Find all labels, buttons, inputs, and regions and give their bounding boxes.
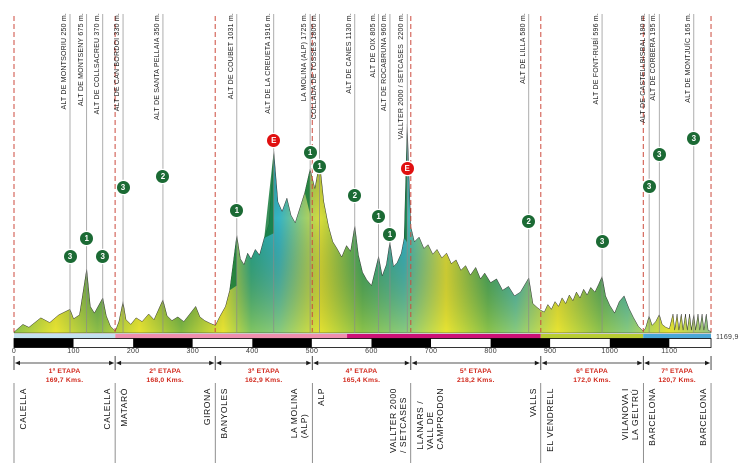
summit-label: ALT DE COUBET 1031 m. <box>227 13 235 100</box>
axis-tick-label: 100 <box>67 348 80 355</box>
stage-start-city: LLANARS / VALL DE CAMPRODON <box>414 388 445 450</box>
stage-distance: 120,7 Kms. <box>658 376 696 384</box>
axis-tick-label: 900 <box>543 348 557 355</box>
climb-category-badge: 3 <box>642 179 656 193</box>
stage-name: 4ª ETAPA <box>345 368 378 375</box>
stage-name: 7ª ETAPA <box>661 368 694 375</box>
stage-label: 7ª ETAPA 120,7 Kms. <box>632 368 722 385</box>
stage-start-city: CALELLA <box>18 388 28 430</box>
climb-category-badge-especial: E <box>400 161 414 175</box>
stage-distance: 165,4 Kms. <box>342 376 381 384</box>
summit-label: ALT DE MONTJUÏC 165 m. <box>684 13 692 103</box>
climb-category-badge: 3 <box>96 249 110 263</box>
summit-label: ALT DE CORBERA 195 m. <box>650 13 658 101</box>
climb-category-badge: 3 <box>652 147 666 161</box>
stage-end-city: VALLTER 2000 / SETCASES <box>387 388 408 454</box>
summit-label: ALT DE OIX 805 m. <box>369 13 377 78</box>
summit-label: COLLADA DE TOSSES 1800 m. <box>310 13 318 120</box>
summit-label: ALT DE CAN BORDOI 330 m. <box>114 13 122 112</box>
axis-tick-label: 500 <box>305 348 319 355</box>
stage-label: 6ª ETAPA 172,0 Kms. <box>547 368 637 385</box>
climb-category-badge: 3 <box>687 131 701 145</box>
climb-category-badge: 1 <box>80 231 94 245</box>
climb-category-badge: 2 <box>156 169 170 183</box>
km-scale-bar <box>13 338 712 348</box>
stage-name: 1ª ETAPA <box>48 368 81 375</box>
stage-label: 5ª ETAPA 218,2 Kms. <box>431 368 521 385</box>
climb-category-badge: 3 <box>63 249 77 263</box>
summit-label: LA MOLINA (ALP) 1725 m. <box>301 13 309 102</box>
stage-label: 2ª ETAPA 168,0 Kms. <box>120 368 210 385</box>
climb-category-badge: 3 <box>116 180 130 194</box>
summit-label: ALT DE SANTA PELLAIA 350 m. <box>153 13 161 120</box>
axis-tick-label: 1100 <box>661 348 678 355</box>
stage-distance: 162,9 Kms. <box>244 376 283 384</box>
axis-tick-label: 200 <box>126 348 140 355</box>
stage-label: 4ª ETAPA 165,4 Kms. <box>317 368 407 385</box>
total-distance-label: 1169,9 <box>716 334 739 341</box>
climb-category-badge-especial: E <box>267 133 281 147</box>
stage-end-city: VILANOVA I LA GELTRÚ <box>620 388 641 441</box>
axis-tick-label: 700 <box>424 348 438 355</box>
stage-distance: 218,2 Kms. <box>457 376 495 384</box>
summit-label: ALT DE MONTSORIU 250 m. <box>61 13 68 110</box>
stage-column-dividers <box>13 383 712 463</box>
axis-tick-label: 400 <box>246 348 259 355</box>
axis-tick-label: 1000 <box>601 348 619 355</box>
stage-name: 2ª ETAPA <box>149 368 182 375</box>
stage-label: 3ª ETAPA 162,9 Kms. <box>219 368 309 385</box>
stage-start-city: ALP <box>316 388 327 406</box>
climb-category-badge: 3 <box>595 234 609 248</box>
stage-name: 3ª ETAPA <box>247 368 280 375</box>
stage-start-city: EL VENDRELL <box>544 388 555 452</box>
climb-category-badge: 1 <box>372 209 386 223</box>
summit-label: ALT DE FONT-RUBÍ 596 m. <box>593 13 601 105</box>
stage-start-city: BANYOLES <box>219 388 230 439</box>
axis-tick-label: 800 <box>484 348 497 355</box>
stage-distance: 168,0 Kms. <box>146 376 184 384</box>
climb-category-badge: 2 <box>348 188 362 202</box>
elevation-area <box>13 123 712 334</box>
stage-start-city: MATARÓ <box>119 388 130 427</box>
climb-category-badge: 1 <box>230 203 244 217</box>
summit-label: ALT DE CANES 1130 m. <box>345 13 353 94</box>
climb-category-badge: 1 <box>303 145 317 159</box>
axis-tick-label: 0 <box>11 348 17 355</box>
stage-name: 6ª ETAPA <box>576 368 608 375</box>
summit-label: ALT DE MONTSENY 675 m. <box>77 13 85 107</box>
stage-end-city: CALELLA <box>102 388 113 430</box>
stage-name: 5ª ETAPA <box>459 368 492 375</box>
axis-tick-label: 600 <box>365 348 378 355</box>
stage-distance: 169,7 Kms. <box>45 376 84 384</box>
stage-distance: 172,0 Kms. <box>573 376 611 384</box>
stage-start-city: BARCELONA <box>647 388 658 446</box>
stage-span-brackets <box>13 356 712 370</box>
stage-end-city: BARCELONA <box>698 388 709 446</box>
stage-label: 1ª ETAPA 169,7 Kms. <box>20 368 110 385</box>
stage-end-city: GIRONA <box>202 388 213 426</box>
summit-label: ALT DE LILLA 580 m. <box>519 13 527 84</box>
summit-label: ALT DE ROCABRUNA 960 m. <box>380 13 388 112</box>
summit-label: ALT DE CASTELLBISBAL 180 m. <box>640 13 648 123</box>
axis-tick-label: 300 <box>186 348 200 355</box>
summit-label: ALT DE COLLSACREU 370 m. <box>93 13 101 115</box>
climb-category-badge: 2 <box>522 214 536 228</box>
climb-category-badge: 1 <box>383 227 397 241</box>
stage-end-city: LA MOLINA (ALP) <box>289 388 310 439</box>
summit-label: VALLTER 2000 / SETCASES 2200 m. <box>398 13 406 140</box>
summit-label: ALT DE LA CREUETA 1916 m. <box>264 13 272 114</box>
stage-end-city: VALLS <box>527 388 538 417</box>
climb-category-badge: 1 <box>313 159 327 173</box>
stage-color-strip <box>14 334 712 339</box>
